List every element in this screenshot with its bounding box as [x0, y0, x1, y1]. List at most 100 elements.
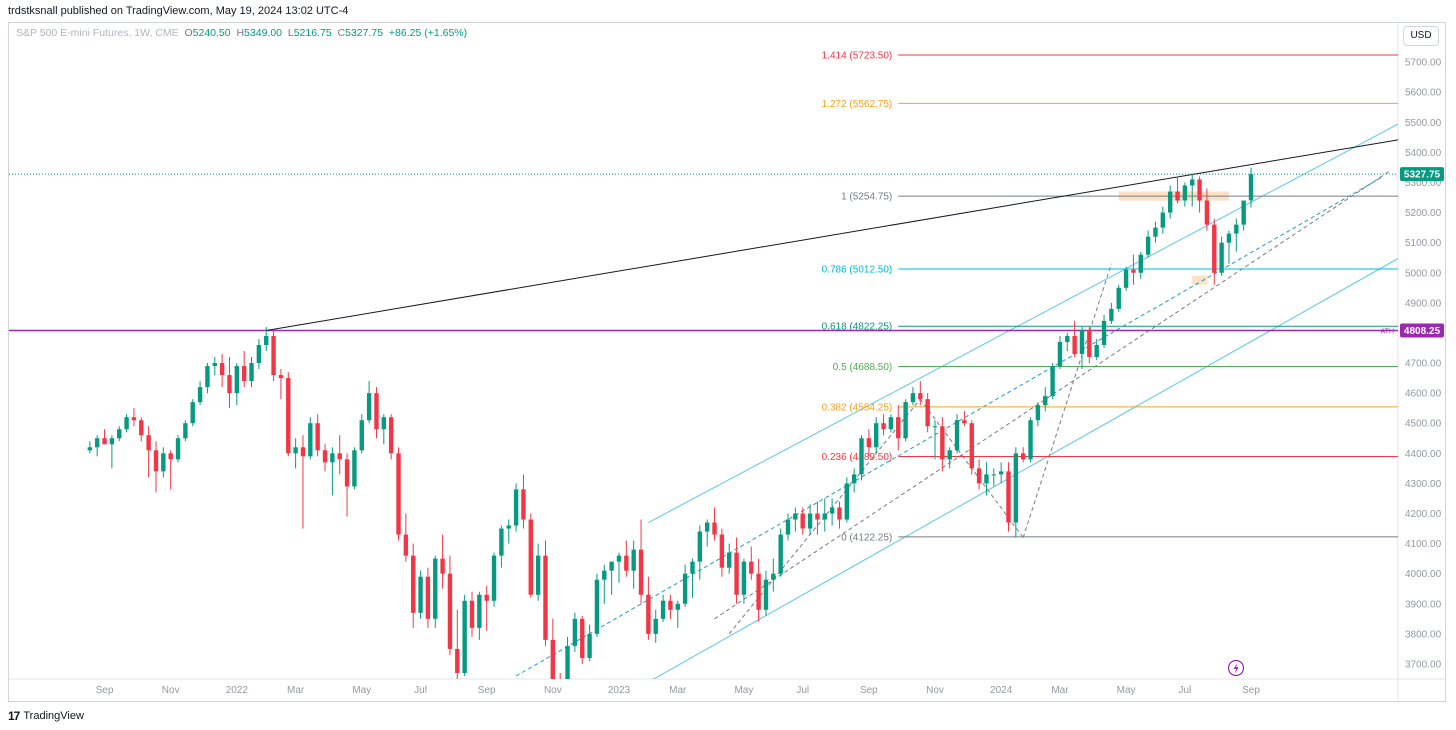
candle-body-down — [543, 555, 548, 640]
candle-body-down — [624, 555, 629, 571]
fib-level-label: 0.618 (4822.25) — [822, 322, 893, 333]
candle-body-up — [1234, 224, 1239, 234]
brand-name: TradingView — [23, 710, 84, 722]
time-tick-label: Nov — [926, 685, 944, 696]
candle-body-up — [903, 402, 908, 439]
time-tick-label: Nov — [162, 685, 180, 696]
dashed-channel-line — [714, 170, 1391, 620]
candle-body-down — [455, 648, 460, 673]
time-tick-label: Jul — [796, 685, 809, 696]
candle-body-down — [146, 435, 151, 451]
candle-body-up — [844, 483, 850, 520]
candle-body-up — [947, 450, 952, 460]
candle-body-down — [440, 558, 445, 574]
candle-body-down — [271, 335, 276, 376]
candle-body-down — [168, 453, 173, 460]
channel-line — [648, 123, 1398, 523]
ath-price-badge-label: 4808.25 — [1404, 326, 1441, 337]
candle-body-up — [771, 573, 776, 580]
fib-level-label: 1.414 (5723.50) — [822, 51, 893, 62]
candle-body-up — [190, 402, 195, 424]
time-tick-label: Sep — [860, 685, 878, 696]
candle-body-up — [366, 393, 372, 421]
candle-body-down — [241, 366, 247, 382]
time-tick-label: Mar — [1051, 685, 1069, 696]
candle-body-up — [682, 573, 688, 604]
symbol-legend: S&P 500 E-mini Futures, 1W, CME O5240.50… — [16, 27, 467, 39]
time-tick-label: Mar — [669, 685, 687, 696]
candle-body-down — [925, 399, 930, 427]
price-tick-label: 5100.00 — [1405, 238, 1442, 249]
candle-body-down — [1006, 471, 1011, 523]
candle-body-down — [528, 519, 533, 595]
candle-body-up — [293, 447, 298, 454]
candle-body-up — [352, 450, 357, 487]
price-tick-label: 4600.00 — [1405, 389, 1442, 400]
price-tick-label: 4200.00 — [1405, 509, 1442, 520]
currency-button[interactable]: USD — [1403, 26, 1439, 46]
candle-body-up — [117, 429, 122, 439]
symbol-name: S&P 500 E-mini Futures, 1W, CME — [16, 27, 179, 39]
candle-body-up — [984, 474, 989, 484]
candle-body-down — [469, 600, 475, 628]
candle-body-down — [227, 375, 232, 394]
candle-body-up — [653, 618, 658, 634]
candle-body-down — [866, 438, 872, 448]
price-tick-label: 3700.00 — [1405, 659, 1442, 670]
high-value: 5349.00 — [244, 27, 283, 39]
change-value: +86.25 (+1.65%) — [388, 27, 468, 39]
candle-body-up — [851, 474, 857, 484]
candle-body-down — [131, 417, 137, 421]
candle-body-down — [580, 618, 585, 658]
candle-body-up — [1226, 233, 1232, 243]
channel-line — [652, 257, 1398, 679]
candle-body-up — [1057, 341, 1063, 367]
time-tick-label: Mar — [287, 685, 305, 696]
candle-body-up — [183, 423, 188, 439]
time-tick-label: Sep — [96, 685, 114, 696]
candle-body-up — [778, 534, 783, 574]
candle-body-up — [1050, 366, 1055, 397]
candle-body-up — [433, 558, 438, 619]
fib-level-label: 0.382 (4554.25) — [822, 402, 893, 413]
candle-body-down — [315, 423, 320, 451]
resistance-trendline — [266, 139, 1398, 331]
candle-body-down — [837, 507, 842, 520]
candle-body-up — [660, 600, 666, 619]
candle-body-up — [330, 453, 335, 463]
candle-body-down — [337, 453, 342, 460]
candle-body-up — [462, 600, 467, 673]
candle-body-down — [734, 552, 739, 595]
candle-body-up — [594, 579, 600, 634]
candle-body-up — [1035, 405, 1041, 421]
candle-body-up — [94, 438, 100, 448]
high-key: H — [236, 27, 245, 39]
ath-price-badge — [1400, 323, 1444, 338]
candle-body-up — [197, 387, 203, 403]
candle-body-up — [616, 555, 622, 562]
candle-body-up — [1145, 236, 1151, 255]
time-tick-label: Jul — [414, 685, 427, 696]
candle-body-up — [1123, 269, 1129, 288]
candle-body-up — [675, 603, 680, 610]
candle-body-down — [300, 447, 306, 457]
price-tick-label: 4500.00 — [1405, 419, 1442, 430]
candle-body-up — [1248, 174, 1254, 201]
candle-body-down — [396, 453, 401, 535]
candle-body-down — [1020, 453, 1026, 460]
candle-body-up — [1241, 200, 1246, 225]
plot-area: 1.414 (5723.50) 1.272 (5562.75) 1 (5254.75… — [9, 51, 1398, 679]
candle-body-down — [403, 534, 409, 556]
candle-body-up — [381, 417, 387, 430]
candle-body-up — [910, 393, 916, 403]
lightning-icon[interactable] — [1227, 659, 1245, 677]
candle-body-up — [1190, 179, 1195, 186]
ath-tag: ATH — [1381, 328, 1394, 335]
candle-body-down — [940, 426, 945, 460]
candle-body-down — [1072, 335, 1077, 355]
price-tick-label: 5200.00 — [1405, 208, 1442, 219]
dashed-channel-line — [515, 176, 1384, 677]
last-price-badge-label: 5327.75 — [1404, 170, 1441, 181]
candle-body-up — [1109, 308, 1114, 321]
